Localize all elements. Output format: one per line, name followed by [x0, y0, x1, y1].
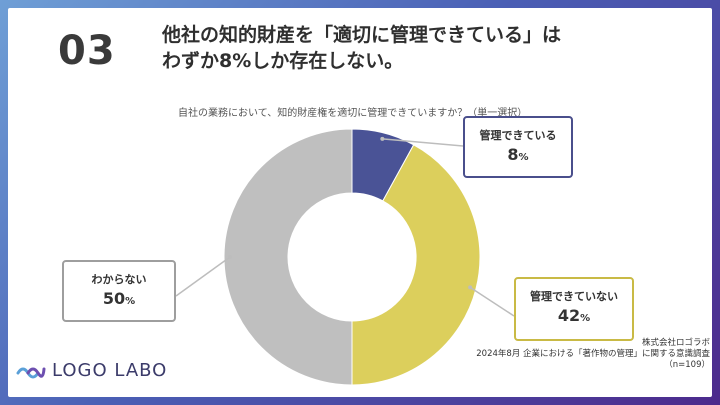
callout-unknown-value: 50% — [102, 289, 136, 308]
slide-title: 他社の知的財産を「適切に管理できている」は わずか8%しか存在しない。 — [162, 22, 632, 74]
source-sample: （n=109） — [664, 360, 710, 370]
slice-unknown — [223, 128, 353, 386]
donut-slices — [223, 128, 481, 386]
callout-unknown: わからない 50% — [62, 260, 176, 322]
callout-unknown-label: わからない — [91, 273, 147, 286]
leader-line-unknown — [175, 256, 231, 297]
callout-not-managed-value: 42% — [557, 306, 591, 325]
slide-title-line1: 他社の知的財産を「適切に管理できている」は — [162, 24, 562, 46]
slide-title-line2: わずか8%しか存在しない。 — [162, 50, 404, 72]
logo-text: LOGO LABO — [52, 360, 168, 381]
chart-question: 自社の業務において、知的財産権を適切に管理できていますか？（単一選択） — [178, 108, 528, 119]
leader-line-not-managed-dot — [468, 285, 473, 290]
leader-line-managed — [382, 138, 464, 147]
callout-managed-value: 8% — [507, 145, 529, 164]
source-company: 株式会社ロゴラボ — [641, 338, 710, 348]
leader-line-not-managed — [469, 286, 515, 317]
callout-managed-label: 管理できている — [479, 129, 557, 142]
source-survey: 2024年8月 企業における「著作物の管理」に関する意識調査 — [476, 349, 710, 359]
brand-logo: LOGO LABO — [16, 360, 167, 381]
leader-lines — [175, 136, 515, 317]
callout-managed: 管理できている 8% — [463, 116, 573, 178]
leader-line-unknown-dot — [228, 255, 232, 259]
slice-not-managed — [351, 144, 481, 386]
callout-not-managed: 管理できていない 42% — [514, 277, 634, 341]
source-note: 株式会社ロゴラボ 2024年8月 企業における「著作物の管理」に関する意識調査 … — [476, 338, 710, 371]
logo-wave-icon — [16, 367, 46, 378]
leader-line-managed-dot — [380, 136, 385, 141]
callout-not-managed-label: 管理できていない — [530, 290, 618, 303]
slide-number: 03 — [58, 28, 116, 74]
